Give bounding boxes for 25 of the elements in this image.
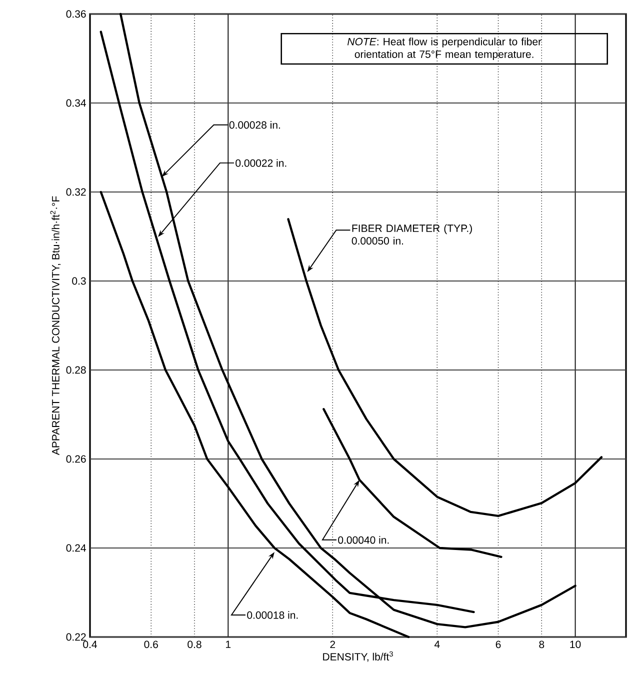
x-tick-label: 6: [496, 640, 501, 648]
x-tick-label: 2: [330, 640, 336, 648]
y-tick-label: 0.34: [66, 99, 86, 107]
x-tick-label: 10: [570, 640, 581, 648]
x-tick-label: 8: [539, 640, 544, 648]
x-tick-label: 0.8: [188, 640, 202, 648]
y-axis-title: APPARENT THERMAL CONDUCTIVITY, Btu·in/h·ft$^{2}$·°F: [50, 196, 61, 456]
annotation: FIBER DIAMETER (TYP.) 0.00050 in.: [352, 224, 472, 245]
annotation: 0.00040 in.: [338, 536, 389, 544]
x-tick-label: 0.6: [144, 640, 158, 648]
annotation: NOTE: Heat flow is perpendicular to fiber orientation at 75°F mean temperature.: [347, 38, 542, 60]
y-tick-label: 0.32: [66, 188, 86, 196]
y-tick-label: 0.26: [66, 455, 86, 463]
x-tick-label: 4: [434, 640, 440, 648]
y-tick-label: 0.24: [66, 544, 86, 552]
y-tick-label: 0.3: [72, 277, 86, 285]
y-tick-label: 0.22: [66, 633, 86, 641]
annotation: 0.00018 in.: [247, 611, 298, 619]
x-axis-title: DENSITY, lb/ft$^{3}$: [323, 651, 393, 662]
x-tick-label: 0.4: [83, 640, 97, 648]
x-tick-label: 1: [226, 640, 231, 648]
annotation: 0.00028 in.: [229, 121, 280, 129]
annotation: 0.00022 in.: [236, 159, 286, 167]
y-tick-label: 0.36: [66, 10, 86, 18]
y-tick-label: 0.28: [66, 366, 86, 374]
